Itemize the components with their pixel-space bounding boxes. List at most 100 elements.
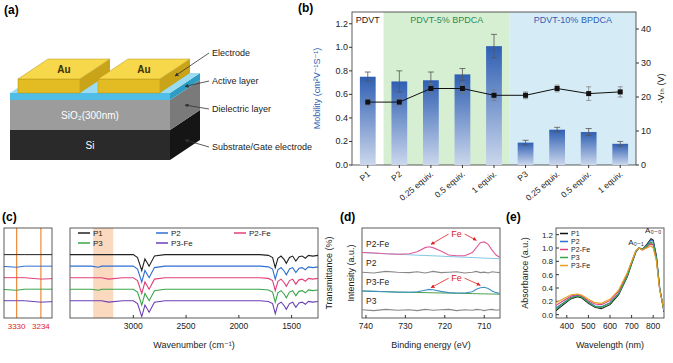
x-tick xyxy=(525,165,526,168)
y2-tick xyxy=(636,165,639,166)
marker xyxy=(365,100,370,105)
y2-tick-label: 10 xyxy=(641,126,651,136)
layer-front xyxy=(10,100,170,130)
line xyxy=(70,301,318,317)
legend-label: P2-Fe xyxy=(249,229,271,238)
y-tick xyxy=(556,274,559,275)
layer-text: Si xyxy=(86,140,95,151)
legend-label: P3-Fe xyxy=(171,239,193,248)
plot-frame xyxy=(362,228,500,318)
legend-swatch xyxy=(560,233,568,235)
panel-label: (c) xyxy=(2,210,17,224)
x-tick xyxy=(444,315,445,318)
x-tick xyxy=(430,165,431,168)
x-tick-label: 600 xyxy=(603,321,617,331)
legend-label: P3-Fe xyxy=(571,262,590,269)
plot-data xyxy=(362,242,500,311)
x-tick xyxy=(462,165,463,168)
legend-label: P2 xyxy=(171,229,181,238)
x-tick-label: 1 equiv. xyxy=(470,169,499,195)
x-tick xyxy=(566,315,567,318)
inset-marker-line xyxy=(40,228,41,318)
bar xyxy=(486,46,502,165)
line xyxy=(556,246,664,310)
bar xyxy=(423,80,439,165)
y2-tick xyxy=(636,29,639,30)
y-tick-label: 0.4 xyxy=(542,284,554,293)
y2-tick-label: 30 xyxy=(641,58,651,68)
x-tick-label: 1500 xyxy=(282,321,301,331)
error-bar xyxy=(554,127,560,132)
x-tick-label: P1 xyxy=(358,169,373,184)
layer-text: SiO₂(300nm) xyxy=(61,110,119,121)
line xyxy=(556,240,664,311)
legend-swatch xyxy=(560,257,568,259)
error-bar xyxy=(555,85,560,92)
x-tick xyxy=(405,315,406,318)
x-tick xyxy=(238,315,239,318)
group-region xyxy=(352,12,384,165)
x-tick xyxy=(631,315,632,318)
inset-frame xyxy=(4,228,52,318)
figure: (a)SiSiO₂(300nm)AuAuElectrodeActive laye… xyxy=(0,0,673,363)
y2-tick xyxy=(636,131,639,132)
y-tick-label: 0.2 xyxy=(335,136,348,146)
y-tick-label: 0.0 xyxy=(542,311,554,320)
plot-data xyxy=(70,255,318,317)
legend-label: P2-Fe xyxy=(571,246,590,253)
callout-line xyxy=(185,105,209,109)
layer-front xyxy=(10,130,170,160)
legend-label: P2 xyxy=(571,238,580,245)
error-bar xyxy=(523,140,529,145)
marker xyxy=(460,86,465,91)
bar xyxy=(518,143,534,165)
marker xyxy=(428,86,433,91)
series-label: P2 xyxy=(366,258,377,268)
x-tick-label: 700 xyxy=(625,321,639,331)
line xyxy=(556,242,664,311)
marker xyxy=(397,100,402,105)
x-tick xyxy=(588,315,589,318)
y2-tick xyxy=(636,97,639,98)
marker xyxy=(523,93,528,98)
x-tick xyxy=(133,315,134,318)
annotation: A₀₋₁ xyxy=(628,238,644,247)
electrode-text: Au xyxy=(57,64,70,75)
bar xyxy=(455,74,471,165)
y2-tick-label: 20 xyxy=(641,92,651,102)
y-tick-label: 1.0 xyxy=(542,244,554,253)
y-tick xyxy=(349,94,352,95)
group-label: PDVT-10% BPDCA xyxy=(534,15,612,25)
y-tick xyxy=(349,47,352,48)
y-tick-label: 0.6 xyxy=(335,89,348,99)
y-tick-label: 0.8 xyxy=(542,257,554,266)
legend-swatch xyxy=(156,242,168,244)
marker xyxy=(586,91,591,96)
series-label: P3 xyxy=(366,296,377,306)
y-tick xyxy=(556,261,559,262)
error-bar xyxy=(523,92,528,99)
y-tick-label: 0.8 xyxy=(335,66,348,76)
line xyxy=(368,89,620,103)
group-region xyxy=(510,12,636,165)
y2-tick-label: 40 xyxy=(641,24,651,34)
panel-label: (d) xyxy=(340,210,355,224)
bar xyxy=(612,144,628,165)
error-bar xyxy=(365,72,371,81)
x-axis-title: Wavelength (nm) xyxy=(576,340,644,350)
panel-label: (b) xyxy=(298,1,313,15)
bar xyxy=(360,77,376,165)
y-axis-title: Intensity (a.u.) xyxy=(346,244,356,301)
line xyxy=(362,287,500,293)
x-tick xyxy=(610,315,611,318)
callout-line xyxy=(185,140,209,147)
y-axis-title: Transmittance (%) xyxy=(324,236,334,309)
x-tick-label: P2 xyxy=(389,169,404,184)
callout-text: Electrode xyxy=(212,48,250,58)
bar xyxy=(581,132,597,165)
x-tick xyxy=(494,165,495,168)
y-tick xyxy=(556,248,559,249)
panel-label: (a) xyxy=(4,3,19,17)
x-tick xyxy=(653,315,654,318)
inset-marker-line xyxy=(16,228,17,318)
